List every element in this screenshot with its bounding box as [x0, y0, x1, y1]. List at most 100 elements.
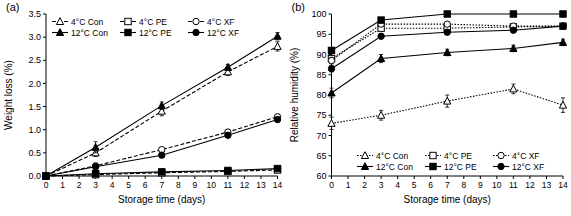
x-tick-label: 1: [346, 180, 351, 190]
x-tick: [397, 176, 398, 179]
data-point: [444, 97, 451, 104]
plot-area: [42, 32, 281, 179]
x-tick-label: 0: [44, 180, 49, 190]
data-point: [225, 132, 231, 138]
data-point: [43, 173, 49, 179]
legend-label: 12°C XF: [512, 162, 544, 172]
y-tick-label: 90: [316, 50, 326, 60]
data-point: [378, 55, 385, 62]
x-tick: [414, 176, 415, 179]
y-tick-label: 85: [316, 70, 326, 80]
error-bar-cap: [561, 112, 565, 113]
y-tick-label: 65: [316, 151, 326, 161]
x-tick: [447, 176, 448, 179]
x-tick-label: 5: [412, 180, 417, 190]
data-point: [159, 169, 165, 175]
legend-label: 4°C PE: [444, 151, 472, 161]
legend-marker: [430, 152, 436, 158]
x-tick-label: 11: [509, 180, 518, 190]
y-tick: [329, 155, 332, 156]
x-tick-label: 12: [525, 180, 535, 190]
x-tick-label: 3: [93, 180, 98, 190]
data-point: [560, 23, 566, 29]
data-point: [225, 168, 231, 174]
y-tick-label: 75: [316, 110, 326, 120]
error-bar-cap: [445, 107, 449, 108]
x-tick-label: 13: [256, 180, 266, 190]
legend-marker: [56, 29, 63, 36]
error-bar-cap: [561, 97, 565, 98]
x-tick: [496, 176, 497, 179]
error-bar-cap: [330, 117, 334, 118]
error-bar-cap: [94, 141, 98, 142]
x-tick-label: 12: [240, 180, 250, 190]
x-tick-label: 8: [176, 180, 181, 190]
data-point: [43, 173, 49, 179]
error-bar-cap: [330, 97, 334, 98]
y-tick-label: 70: [316, 131, 326, 141]
data-point: [274, 32, 281, 39]
data-point: [158, 102, 165, 109]
data-point: [328, 120, 335, 127]
y-tick-label: 3.0: [28, 32, 41, 42]
x-tick-label: 2: [77, 180, 82, 190]
x-tick: [260, 176, 261, 179]
y-tick: [329, 14, 332, 15]
data-point: [559, 101, 566, 108]
legend-marker: [193, 18, 199, 24]
x-tick-label: 6: [428, 180, 433, 190]
y-tick-label: 2.0: [28, 79, 41, 89]
series-line: [332, 14, 564, 50]
x-tick-label: 6: [143, 180, 148, 190]
y-tick-label: 80: [316, 90, 326, 100]
y-tick: [329, 34, 332, 35]
plot-area: [328, 11, 567, 130]
x-tick-label: 14: [558, 180, 568, 190]
data-point: [274, 165, 280, 171]
y-tick-label: 1.5: [28, 102, 41, 112]
data-point: [328, 65, 334, 71]
legend-marker: [498, 152, 504, 158]
legend-label: 12°C XF: [207, 28, 239, 38]
x-tick-label: 3: [379, 180, 384, 190]
error-bar-cap: [94, 152, 98, 153]
series-line: [332, 26, 564, 58]
y-axis-label: Relative humidity (%): [289, 48, 300, 142]
y-tick: [43, 14, 46, 15]
data-point: [92, 163, 98, 169]
x-tick: [381, 176, 382, 179]
legend-marker: [193, 29, 199, 35]
series-line: [332, 89, 564, 123]
x-tick-label: 4: [110, 180, 115, 190]
y-axis-line: [46, 14, 47, 176]
data-point: [510, 27, 516, 33]
data-point: [510, 45, 517, 52]
data-point: [159, 152, 165, 158]
x-tick-label: 0: [329, 180, 334, 190]
legend-label: 4°C Con: [376, 151, 408, 161]
x-tick: [563, 176, 564, 179]
error-bar-cap: [511, 93, 515, 94]
x-tick: [546, 176, 547, 179]
data-point: [92, 164, 98, 170]
error-bar-cap: [379, 62, 383, 63]
x-tick-label: 10: [207, 180, 217, 190]
data-point: [43, 173, 49, 179]
legend-label: 4°C XF: [512, 151, 540, 161]
y-tick: [329, 115, 332, 116]
x-axis-label: Storage time (days): [404, 194, 491, 205]
x-tick-label: 9: [478, 180, 483, 190]
x-tick-label: 8: [461, 180, 466, 190]
data-point: [444, 21, 450, 27]
x-tick: [211, 176, 212, 179]
data-point: [42, 172, 49, 179]
y-tick: [43, 37, 46, 38]
x-tick: [529, 176, 530, 179]
data-point: [559, 39, 566, 46]
y-tick: [43, 60, 46, 61]
data-point: [378, 33, 384, 39]
data-point: [378, 111, 385, 118]
x-tick: [463, 176, 464, 179]
error-bar-cap: [160, 115, 164, 116]
x-axis-label: Storage time (days): [118, 194, 205, 205]
